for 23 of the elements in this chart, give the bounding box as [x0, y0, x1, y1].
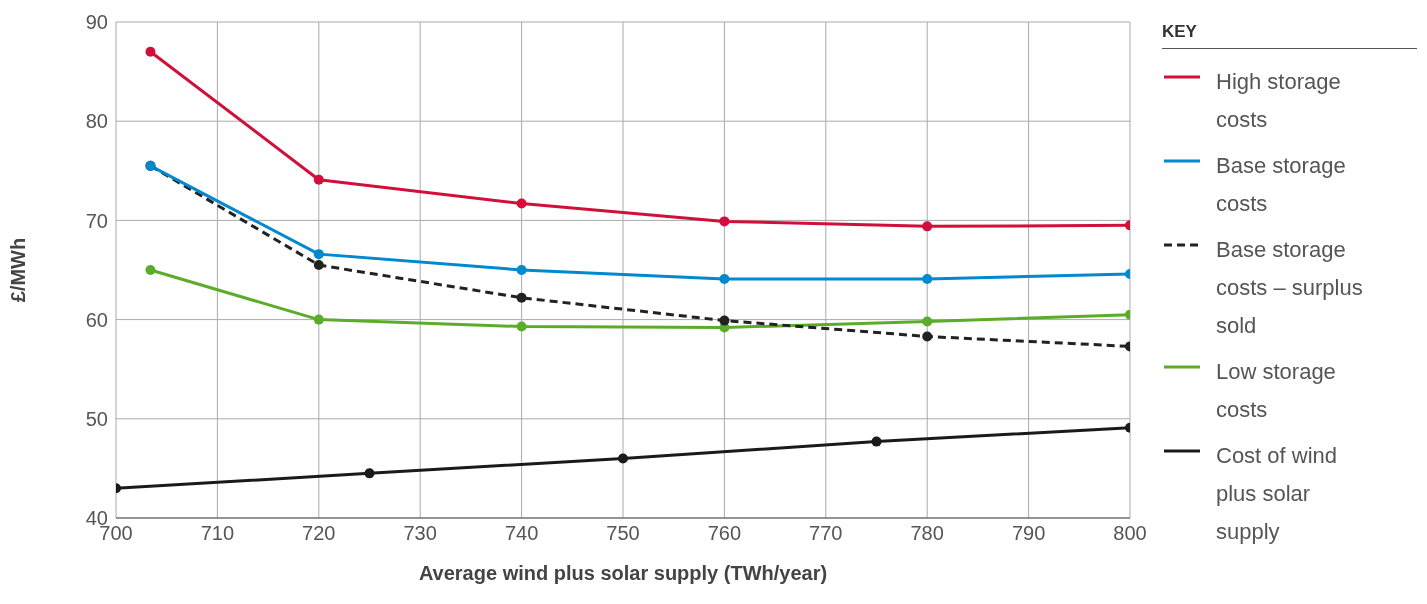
y-axis-title: £/MWh [7, 237, 30, 303]
legend-label: Cost of wind plus solar supply [1216, 442, 1339, 546]
x-tick-label: 730 [403, 522, 437, 545]
x-tick-label: 710 [200, 522, 235, 545]
legend-label: Low storage costs [1216, 358, 1337, 424]
legend-label: High storage costs [1216, 68, 1342, 134]
y-tick-label: 80 [85, 110, 108, 133]
x-tick-label: 760 [707, 522, 742, 545]
x-tick-label: 780 [910, 522, 944, 545]
legend-label: Base storage costs – surplus sold [1216, 236, 1364, 340]
y-tick-label: 50 [85, 407, 108, 430]
y-tick-label: 90 [85, 11, 108, 34]
x-tick-label: 740 [504, 522, 539, 545]
y-tick-label: 70 [85, 209, 108, 232]
x-tick-label: 770 [809, 522, 843, 545]
y-tick-label: 60 [85, 308, 108, 331]
x-tick-label: 750 [606, 522, 640, 545]
x-tick-label: 790 [1011, 522, 1046, 545]
x-tick-label: 720 [302, 522, 336, 545]
legend-label: Base storage costs [1216, 152, 1347, 218]
x-axis-title: Average wind plus solar supply (TWh/year) [418, 562, 828, 584]
legend-title: KEY [1162, 22, 1417, 49]
x-tick-label: 800 [1113, 522, 1147, 545]
